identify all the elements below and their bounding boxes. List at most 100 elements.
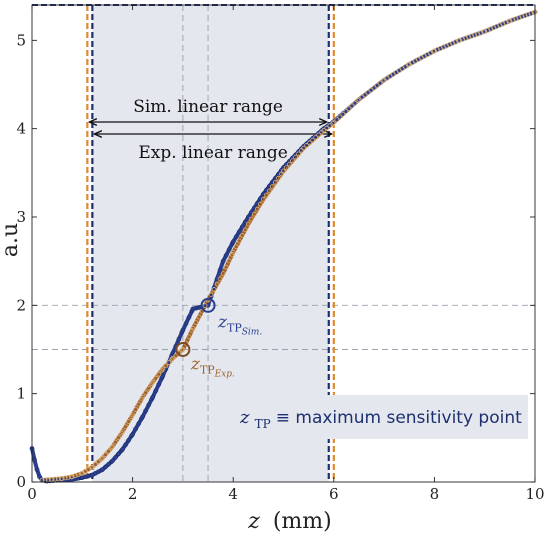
sim-tp-label-base: z	[217, 312, 228, 332]
exp-data-point	[180, 347, 186, 352]
exp-data-point	[196, 314, 202, 320]
exp-data-point	[507, 18, 513, 24]
y-tick-label: 1	[16, 385, 26, 403]
exp-data-point	[217, 276, 223, 282]
exp-data-point	[469, 33, 475, 39]
exp-data-point	[463, 35, 468, 41]
exp-data-point	[466, 34, 472, 40]
exp-data-point	[516, 15, 522, 21]
x-tick-label: 8	[430, 485, 440, 503]
exp-data-point	[281, 168, 286, 174]
sim-data-point	[223, 252, 229, 258]
exp-data-point	[334, 117, 340, 123]
exp-data-point	[337, 114, 343, 120]
sim-data-point	[183, 321, 189, 327]
sim-series-markers	[29, 9, 538, 484]
exp-data-point	[346, 106, 352, 112]
x-tick-label: 0	[27, 485, 37, 503]
exp-data-point	[130, 412, 136, 418]
exp-data-point	[220, 271, 226, 276]
exp-data-point	[431, 48, 437, 54]
legend-background	[232, 395, 528, 439]
legend-box: z TP ≡ maximum sensitivity point	[232, 395, 528, 439]
exp-data-point	[159, 367, 165, 373]
y-tick-label: 0	[16, 473, 26, 491]
exp-data-point	[211, 287, 217, 292]
exp-data-point	[136, 401, 142, 407]
exp-data-point	[340, 111, 346, 117]
shaded-region-layer	[87, 5, 334, 482]
exp-data-point	[519, 14, 525, 20]
sim-data-point	[140, 414, 146, 419]
exp-data-point	[371, 85, 377, 91]
sim-data-point	[233, 234, 239, 240]
exp-data-point	[103, 452, 108, 458]
exp-data-point	[368, 87, 374, 93]
exp-data-point	[284, 165, 289, 171]
exp-data-point	[478, 30, 484, 36]
exp-data-point	[438, 45, 443, 51]
exp-data-point	[503, 20, 509, 25]
sim-data-point	[100, 467, 105, 472]
exp-tp-label: zTPExp.	[190, 355, 235, 380]
exp-data-point	[528, 11, 534, 16]
exp-data-point	[313, 135, 319, 140]
sim-data-point	[110, 458, 115, 464]
exp-data-point	[160, 366, 166, 372]
sim-data-point	[103, 464, 108, 470]
legend-description: ≡ maximum sensitivity point	[276, 408, 522, 428]
exp-data-point	[193, 320, 199, 326]
exp-data-point	[236, 238, 242, 244]
exp-data-point	[123, 424, 128, 430]
exp-data-point	[316, 132, 322, 138]
exp-data-point	[494, 24, 500, 29]
sim-tp-label-subsub: Sim.	[242, 327, 263, 337]
exp-data-point	[491, 25, 497, 31]
exp-turning-point-marker	[175, 342, 191, 357]
sim-range-label: Sim. linear range	[133, 97, 283, 117]
exp-data-point	[233, 244, 239, 250]
exp-data-point	[324, 125, 330, 131]
exp-tp-label-subsub: Exp.	[214, 370, 235, 380]
exp-data-point	[304, 143, 310, 148]
sim-data-point	[34, 467, 40, 472]
exp-data-point	[169, 356, 175, 362]
exp-data-point	[116, 435, 121, 441]
exp-data-point	[173, 353, 179, 359]
exp-data-point	[140, 394, 146, 400]
exp-data-point	[296, 151, 301, 157]
exp-data-point	[450, 40, 455, 46]
x-tick-label: 10	[525, 485, 544, 503]
exp-data-point	[330, 120, 336, 126]
exp-data-point	[374, 83, 380, 88]
exp-data-point	[230, 249, 236, 255]
sim-data-point	[146, 402, 152, 408]
exp-data-point	[522, 13, 528, 19]
exp-data-point	[72, 473, 78, 479]
exp-data-point	[435, 47, 440, 53]
exp-data-point	[120, 429, 125, 435]
exp-data-point	[239, 232, 245, 238]
exp-data-point	[447, 42, 452, 47]
exp-data-point	[153, 375, 159, 381]
exp-data-point	[106, 448, 111, 454]
exp-data-point	[99, 456, 104, 462]
legend-text: z TP ≡ maximum sensitivity point	[239, 407, 522, 432]
sim-data-point	[160, 373, 166, 379]
exp-range-label: Exp. linear range	[138, 143, 287, 163]
exp-data-point	[69, 474, 75, 480]
exp-data-point	[150, 379, 156, 385]
exp-data-point	[52, 476, 58, 482]
sim-data-point	[170, 350, 176, 356]
exp-data-point	[293, 154, 298, 160]
exp-data-point	[475, 31, 481, 37]
exp-data-point	[365, 90, 371, 95]
exp-tp-label-base: z	[190, 355, 201, 375]
exp-data-point	[500, 21, 506, 27]
sim-data-point	[37, 474, 42, 480]
exp-data-point	[380, 78, 386, 84]
exp-data-point	[362, 92, 368, 98]
exp-data-point	[251, 211, 257, 217]
exp-data-point	[186, 334, 192, 340]
sim-data-point	[150, 394, 156, 400]
